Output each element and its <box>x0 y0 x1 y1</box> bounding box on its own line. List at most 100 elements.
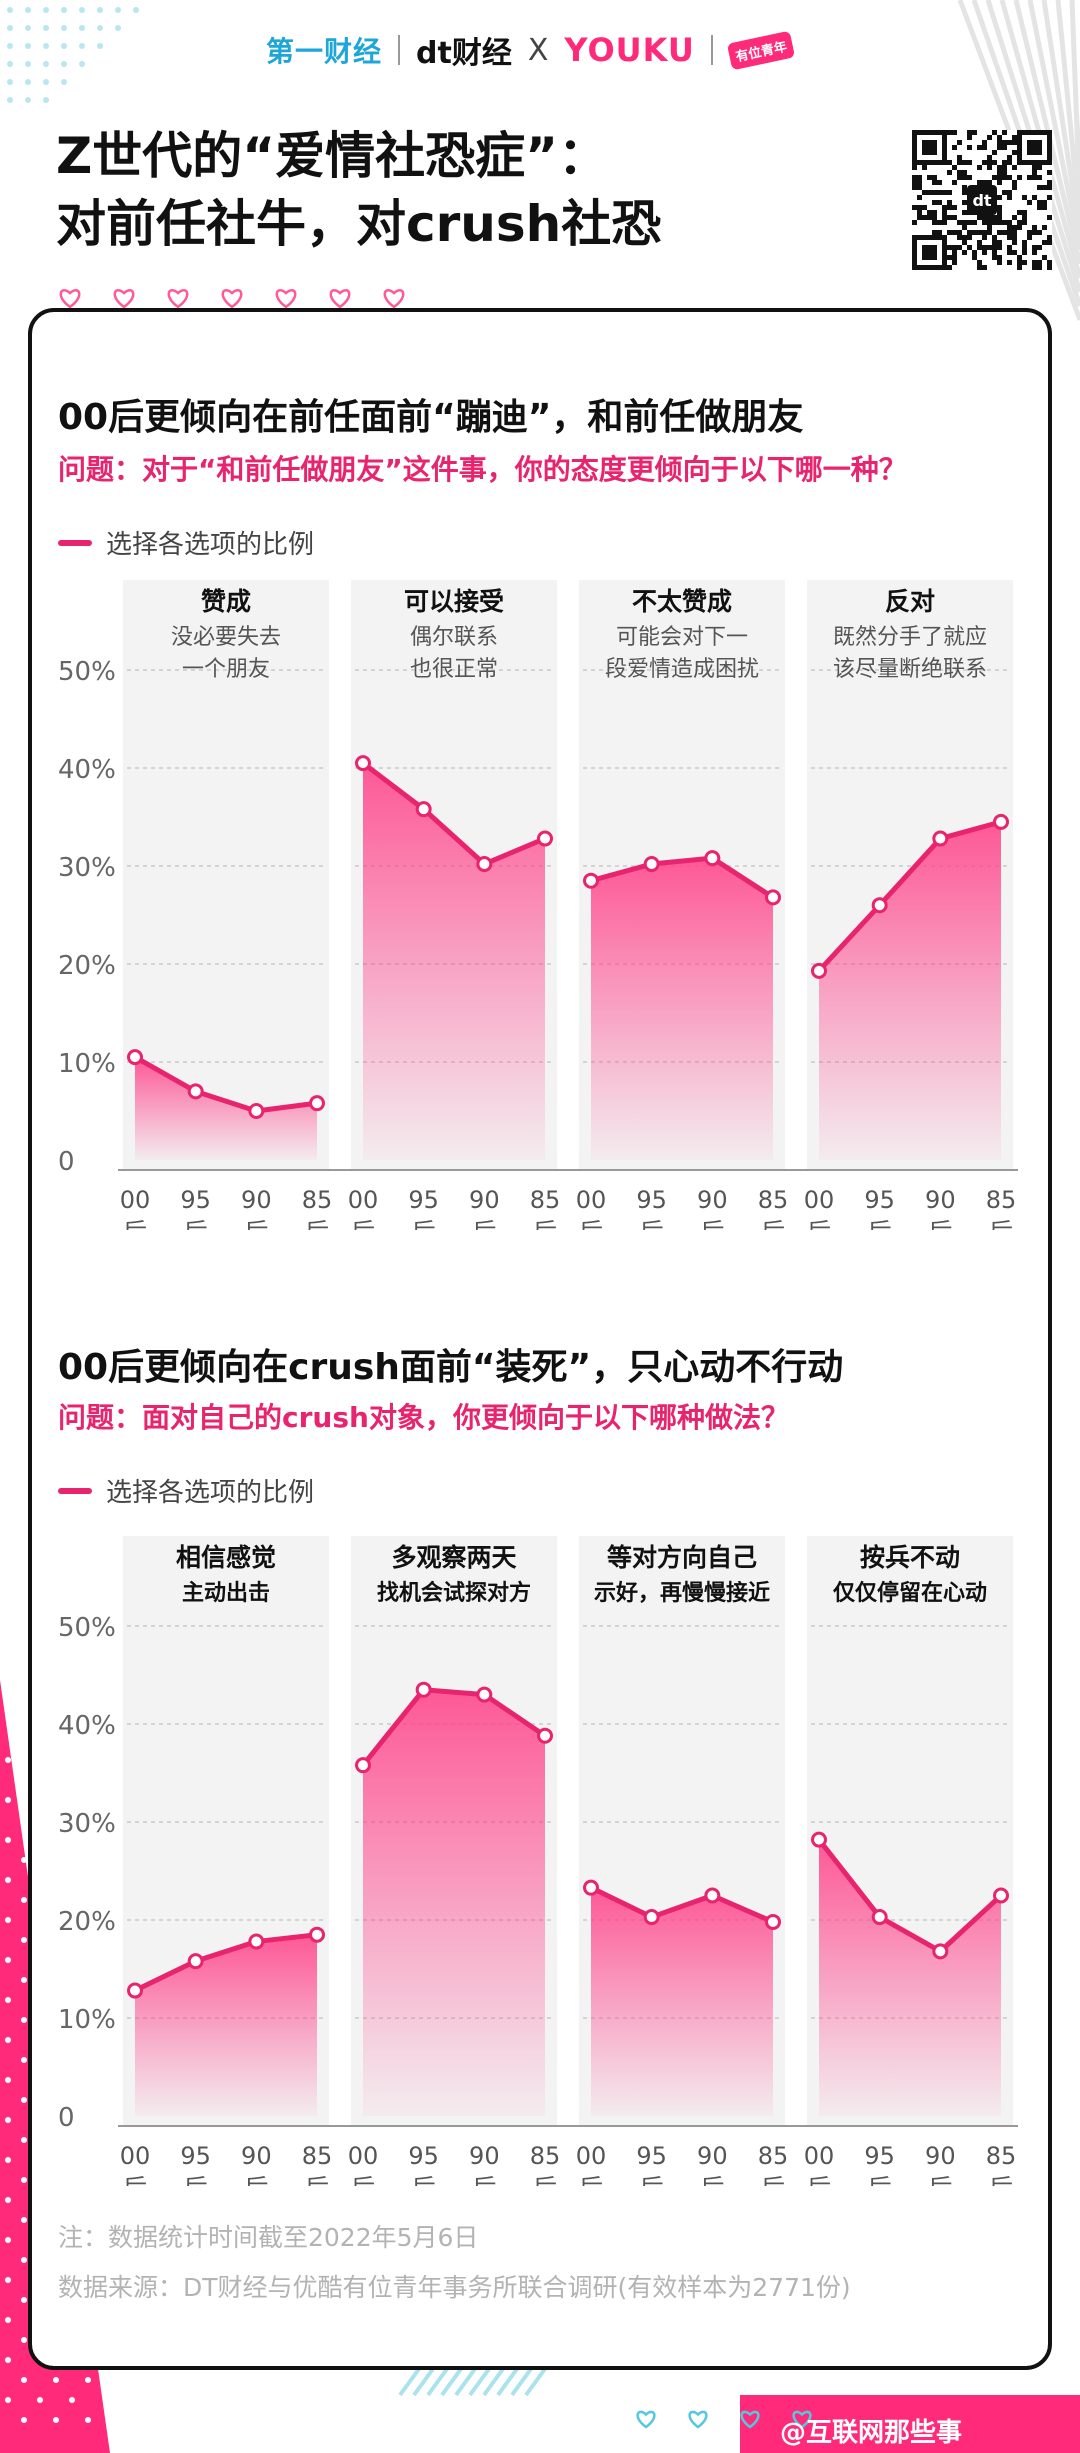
qr-code-icon[interactable]: dt <box>912 130 1052 270</box>
heart-icon <box>275 289 297 309</box>
x-tick-label: 后 <box>412 2174 436 2186</box>
series-line <box>590 855 775 900</box>
series-area <box>135 1934 317 2116</box>
x-tick-label: 后 <box>807 1218 831 1230</box>
data-point <box>643 1909 660 1926</box>
heart-icon <box>688 2410 708 2429</box>
section1-title: 00后更倾向在前任面前“蹦迪”，和前任做朋友 <box>58 397 804 438</box>
panel-description: 该尽量断绝联系 <box>833 657 987 682</box>
x-tick-label: 95 <box>180 1186 211 1214</box>
data-point <box>704 850 721 867</box>
panel-description: 仅仅停留在心动 <box>833 1580 987 1606</box>
x-tick-label: 90 <box>241 2142 272 2170</box>
x-tick-label: 后 <box>184 1218 208 1230</box>
y-tick-label: 20% <box>58 1907 116 1937</box>
series-line <box>133 1054 318 1114</box>
panel-description: 偶尔联系 <box>410 625 498 650</box>
panel-description: 段爱情造成困扰 <box>605 657 759 682</box>
x-tick-label: 85 <box>986 1186 1017 1214</box>
x-tick-label: 85 <box>302 1186 333 1214</box>
dt-finance-logo: dt财经 <box>416 36 512 71</box>
panel-title: 赞成 <box>200 587 251 616</box>
logo-divider <box>710 35 713 65</box>
data-point <box>643 856 660 873</box>
x-tick-label: 后 <box>761 2174 785 2186</box>
panel-description: 既然分手了就应 <box>833 625 987 650</box>
logo-divider <box>398 35 401 65</box>
x-tick-label: 90 <box>925 1186 956 1214</box>
panel-description: 主动出击 <box>182 1581 270 1606</box>
series-line <box>817 819 1002 973</box>
data-point <box>415 1681 432 1698</box>
data-point <box>415 801 432 818</box>
x-tick-label: 后 <box>184 2174 208 2186</box>
data-point <box>476 1686 493 1703</box>
panel-title: 多观察两天 <box>391 1543 516 1572</box>
x-tick-label: 95 <box>408 2142 439 2170</box>
x-tick-label: 95 <box>636 1186 667 1214</box>
x-tick-label: 后 <box>351 1218 375 1230</box>
x-tick-label: 后 <box>412 1218 436 1230</box>
x-tick-label: 后 <box>640 2174 664 2186</box>
x-tick-label: 90 <box>697 2142 728 2170</box>
x-tick-label: 00 <box>120 2142 151 2170</box>
heart-icon <box>383 289 405 309</box>
panel-description: 找机会试探对方 <box>377 1580 531 1606</box>
x-tick-label: 后 <box>123 1218 147 1230</box>
y-tick-label: 50% <box>58 1613 116 1643</box>
x-tick-label: 后 <box>472 1218 496 1230</box>
x-tick-label: 90 <box>241 1186 272 1214</box>
panel-description: 也很正常 <box>410 657 498 682</box>
data-point <box>932 830 949 847</box>
x-tick-label: 95 <box>864 1186 895 1214</box>
x-tick-label: 90 <box>925 2142 956 2170</box>
page-title-line1: Z世代的“爱情社恐症”： <box>56 127 608 185</box>
x-tick-label: 95 <box>864 2142 895 2170</box>
x-tick-label: 后 <box>700 2174 724 2186</box>
series-line <box>133 1932 318 1993</box>
svg-text:dt: dt <box>972 191 991 210</box>
x-tick-label: 85 <box>530 2142 561 2170</box>
data-note: 注：数据统计时间截至2022年5月6日 <box>58 2223 479 2252</box>
section1-legend: 选择各选项的比例 <box>58 524 314 561</box>
panel-description: 示好，再慢慢接近 <box>594 1580 770 1606</box>
panel-title: 等对方向自己 <box>607 1543 757 1572</box>
x-tick-label: 90 <box>469 2142 500 2170</box>
x-tick-label: 85 <box>758 2142 789 2170</box>
legend-line-icon <box>58 1487 92 1494</box>
data-point <box>871 897 888 914</box>
x-tick-label: 00 <box>348 1186 379 1214</box>
data-point <box>811 962 827 979</box>
data-point <box>248 1933 265 1950</box>
section1-question: 问题：对于“和前任做朋友”这件事，你的态度更倾向于以下哪一种？ <box>58 453 907 486</box>
data-point <box>993 813 1009 830</box>
y-tick-label: 40% <box>58 1711 116 1741</box>
youwei-badge: 有位青年 <box>726 30 795 70</box>
x-tick-label: 后 <box>533 1218 557 1230</box>
series-line <box>817 1838 1003 1954</box>
legend-label: 选择各选项的比例 <box>106 1478 315 1508</box>
collab-x: X <box>527 32 549 68</box>
y-tick-label: 30% <box>58 1809 116 1839</box>
x-tick-label: 90 <box>469 1186 500 1214</box>
panel-title: 不太赞成 <box>632 587 732 616</box>
partner-logos: 第一财经 dt财经 X YOUKU 有位青年 <box>266 28 795 72</box>
x-tick-label: 后 <box>868 2174 892 2186</box>
data-point <box>537 1727 553 1744</box>
heart-icon <box>167 289 189 309</box>
x-tick-label: 00 <box>804 2142 835 2170</box>
x-tick-label: 后 <box>761 1218 785 1230</box>
data-point <box>355 1757 371 1774</box>
x-tick-label: 95 <box>408 1186 439 1214</box>
x-tick-label: 后 <box>533 2174 557 2186</box>
page-title: Z世代的“爱情社恐症”： 对前任社牛，对crush社恐 <box>56 122 661 258</box>
panel-description: 没必要失去 <box>171 625 281 650</box>
series-area <box>363 1689 545 2116</box>
section2-question: 问题：面对自己的crush对象，你更倾向于以下哪种做法？ <box>58 1401 789 1434</box>
y-tick-label: 0 <box>58 2103 75 2133</box>
series-line <box>589 1885 774 1925</box>
page-title-line2: 对前任社牛，对crush社恐 <box>56 195 662 253</box>
data-point <box>127 1049 143 1066</box>
y-tick-label: 30% <box>58 853 116 883</box>
